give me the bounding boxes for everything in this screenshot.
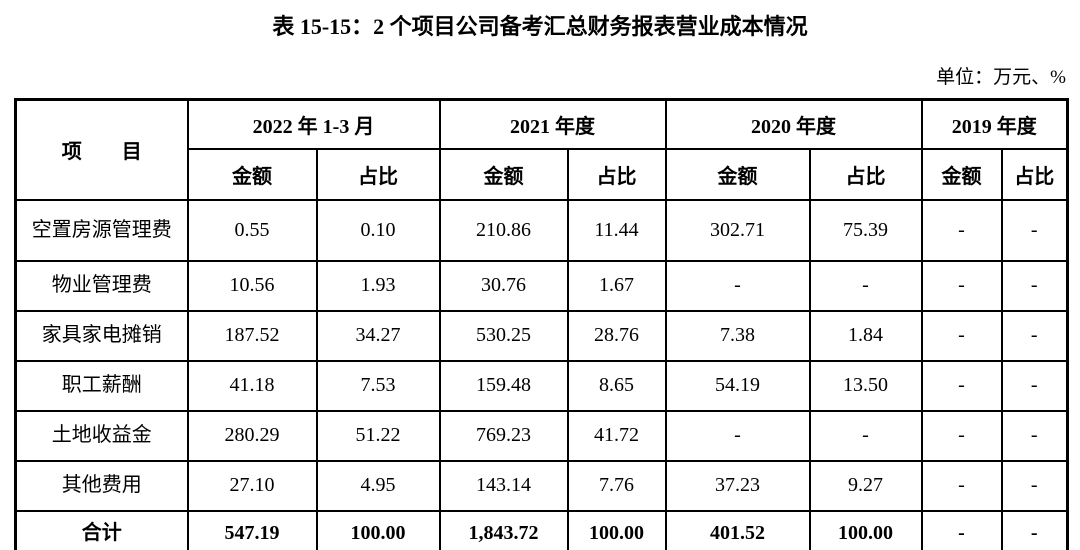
data-cell: 41.72 xyxy=(566,409,667,462)
data-cell: - xyxy=(1000,459,1069,512)
data-cell: 75.39 xyxy=(808,198,923,262)
data-cell: 10.56 xyxy=(186,259,318,312)
total-data-cell: 100.00 xyxy=(566,509,667,550)
data-cell: - xyxy=(920,409,1003,462)
subheader-amount-2019: 金额 xyxy=(920,147,1003,201)
data-cell: 210.86 xyxy=(438,198,569,262)
cost-row: 职工薪酬 41.18 7.53 159.48 8.65 54.19 13.50- - xyxy=(14,359,1069,412)
total-data-cell: 1,843.72 xyxy=(438,509,569,550)
data-cell: - xyxy=(920,259,1003,312)
total-data-cell: 547.19 xyxy=(186,509,318,550)
data-cell: - xyxy=(664,259,811,312)
row-item-label: 空置房源管理费 xyxy=(14,198,189,262)
data-cell: - xyxy=(664,409,811,462)
data-cell: - xyxy=(920,459,1003,512)
data-cell: - xyxy=(808,259,923,312)
data-cell: 4.95 xyxy=(315,459,441,512)
data-cell: - xyxy=(920,198,1003,262)
col-group-2020: 2020 年度 xyxy=(664,98,923,150)
data-cell: - xyxy=(1000,359,1069,412)
cost-row: 物业管理费 10.56 1.93 30.76 1.67- - - - xyxy=(14,259,1069,312)
data-cell: 9.27 xyxy=(808,459,923,512)
data-cell: 11.44 xyxy=(566,198,667,262)
subheader-amount-2022: 金额 xyxy=(186,147,318,201)
data-cell: 54.19 xyxy=(664,359,811,412)
cost-row: 其他费用 27.10 4.95 143.14 7.76 37.23 9.27- - xyxy=(14,459,1069,512)
subheader-ratio-2022: 占比 xyxy=(315,147,441,201)
subheader-ratio-2021: 占比 xyxy=(566,147,667,201)
data-cell: 7.53 xyxy=(315,359,441,412)
data-cell: - xyxy=(920,359,1003,412)
data-cell: - xyxy=(808,409,923,462)
data-cell: 8.65 xyxy=(566,359,667,412)
data-cell: 7.38 xyxy=(664,309,811,362)
data-cell: 0.10 xyxy=(315,198,441,262)
data-cell: 13.50 xyxy=(808,359,923,412)
row-item-label: 物业管理费 xyxy=(14,259,189,312)
header-group-row: 项 目 2022 年 1-3 月 2021 年度 2020 年度 2019 年度 xyxy=(14,98,1069,201)
unit-note: 单位：万元、% xyxy=(936,67,1066,88)
data-cell: 51.22 xyxy=(315,409,441,462)
data-cell: 0.55 xyxy=(186,198,318,262)
data-cell: 530.25 xyxy=(438,309,569,362)
table-header: 项 目 2022 年 1-3 月 2021 年度 2020 年度 2019 年度… xyxy=(14,98,1069,201)
data-cell: 7.76 xyxy=(566,459,667,512)
row-item-label: 职工薪酬 xyxy=(14,359,189,412)
total-row: 合计 547.19 100.00 1,843.72 100.00 401.52 100.00… xyxy=(14,509,1069,550)
subheader-ratio-2019: 占比 xyxy=(1000,147,1069,201)
table-body: 空置房源管理费 0.55 0.10 210.86 11.44 302.71 75.39- - 物… xyxy=(14,198,1069,550)
subheader-amount-2021: 金额 xyxy=(438,147,569,201)
data-cell: 769.23 xyxy=(438,409,569,462)
row-item-label: 土地收益金 xyxy=(14,409,189,462)
cost-row: 家具家电摊销 187.52 34.27 530.25 28.76 7.38 1.84- - xyxy=(14,309,1069,362)
table-title: 表 15-15：2 个项目公司备考汇总财务报表营业成本情况 xyxy=(272,14,808,39)
col-group-2022: 2022 年 1-3 月 xyxy=(186,98,441,150)
data-cell: - xyxy=(1000,409,1069,462)
data-cell: 1.67 xyxy=(566,259,667,312)
data-cell: 159.48 xyxy=(438,359,569,412)
total-data-cell: - xyxy=(1000,509,1069,550)
header-sub-row: 金额 占比 金额 占比 金额 占比 金额 占比 xyxy=(16,147,1069,201)
data-cell: 37.23 xyxy=(664,459,811,512)
data-cell: 1.84 xyxy=(808,309,923,362)
row-item-label: 其他费用 xyxy=(14,459,189,512)
cost-row: 空置房源管理费 0.55 0.10 210.86 11.44 302.71 75.39- - xyxy=(14,198,1069,262)
data-cell: 1.93 xyxy=(315,259,441,312)
subheader-ratio-2020: 占比 xyxy=(808,147,923,201)
col-group-2021: 2021 年度 xyxy=(438,98,667,150)
data-cell: 27.10 xyxy=(186,459,318,512)
data-cell: 143.14 xyxy=(438,459,569,512)
data-cell: 187.52 xyxy=(186,309,318,362)
subheader-amount-2020: 金额 xyxy=(664,147,811,201)
data-cell: - xyxy=(1000,198,1069,262)
data-cell: - xyxy=(920,309,1003,362)
total-data-cell: 100.00 xyxy=(808,509,923,550)
total-data-cell: 100.00 xyxy=(315,509,441,550)
data-cell: 34.27 xyxy=(315,309,441,362)
data-cell: 302.71 xyxy=(664,198,811,262)
total-data-cell: - xyxy=(920,509,1003,550)
data-cell: 41.18 xyxy=(186,359,318,412)
item-column-header: 项 目 xyxy=(14,98,189,201)
total-data-cell: 401.52 xyxy=(664,509,811,550)
data-cell: 28.76 xyxy=(566,309,667,362)
col-group-2019: 2019 年度 xyxy=(920,98,1069,150)
operating-cost-table: 项 目 2022 年 1-3 月 2021 年度 2020 年度 2019 年度… xyxy=(14,98,1070,550)
data-cell: 30.76 xyxy=(438,259,569,312)
total-row-label: 合计 xyxy=(14,509,189,550)
data-cell: - xyxy=(1000,259,1069,312)
row-item-label: 家具家电摊销 xyxy=(14,309,189,362)
data-cell: 280.29 xyxy=(186,409,318,462)
data-cell: - xyxy=(1000,309,1069,362)
cost-row: 土地收益金 280.29 51.22 769.23 41.72- - - - xyxy=(14,409,1069,462)
